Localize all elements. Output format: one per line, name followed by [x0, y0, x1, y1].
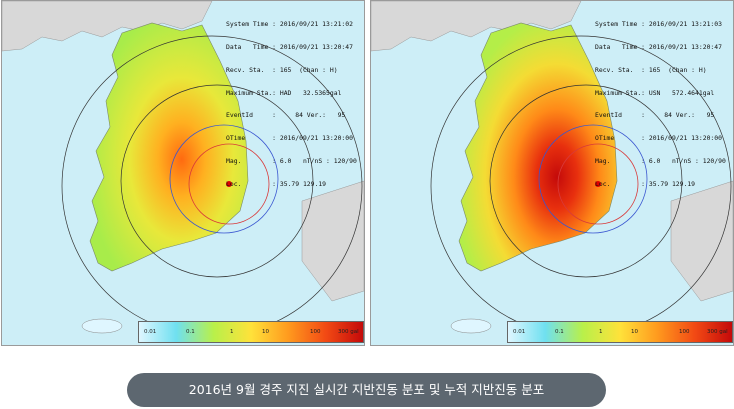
info-line: Recv. Sta. : 165 (Chan : H) [226, 65, 338, 74]
info-line: System Time : 2016/09/21 13:21:02 [226, 20, 353, 29]
south-korea-land [458, 22, 618, 272]
south-korea-land [89, 22, 249, 272]
info-line: Mag. : 6.0 nT/nS : 120/90 [226, 156, 357, 165]
info-line: Mag. : 6.0 nT/nS : 120/90 [595, 156, 726, 165]
intensity-legend: 0.01 0.1 1 10 100 300 gal [507, 321, 733, 345]
korea-map [2, 1, 364, 337]
epicenter-marker [226, 181, 232, 187]
legend-label: 0.1 [186, 329, 195, 335]
legend-label: 0.1 [555, 329, 564, 335]
info-line: Loc. : 35.79 129.19 [595, 179, 696, 188]
legend-label: 0.01 [144, 329, 157, 335]
info-line: OTime : 2016/09/21 13:20:00 [226, 134, 353, 143]
north-landmass [2, 1, 213, 52]
epicenter-marker [595, 181, 601, 187]
japan-landmass [670, 180, 733, 302]
info-line: EventId : 84 Ver.: 95 [226, 111, 346, 120]
legend-label: 100 [679, 329, 690, 335]
jeju-island [450, 318, 492, 334]
info-line: Loc. : 35.79 129.19 [226, 179, 327, 188]
japan-landmass [301, 180, 364, 302]
radius-circle-small [188, 143, 270, 225]
radius-circle-large [120, 84, 314, 278]
event-info: System Time : 2016/09/21 13:21:03 Data T… [595, 6, 726, 203]
intensity-legend: 0.01 0.1 1 10 100 300 gal [138, 321, 364, 345]
info-line: Recv. Sta. : 165 (Chan : H) [595, 65, 707, 74]
info-line: System Time : 2016/09/21 13:21:03 [595, 20, 722, 29]
legend-label: 10 [262, 329, 269, 335]
legend-label: 1 [599, 329, 603, 335]
info-line: Maximum Sta.: HAD 32.5365gal [226, 88, 342, 97]
radius-circle-small [557, 143, 639, 225]
legend-label: 10 [631, 329, 638, 335]
legend-color-bar [138, 321, 364, 343]
korea-map [371, 1, 733, 337]
north-landmass [371, 1, 582, 52]
jeju-island [81, 318, 123, 334]
radius-circle-large [489, 84, 683, 278]
legend-label: 100 [310, 329, 321, 335]
info-line: OTime : 2016/09/21 13:20:00 [595, 134, 722, 143]
radius-circle-medium [538, 124, 648, 234]
info-line: Maximum Sta.: USN 572.4641gal [595, 88, 715, 97]
radius-circle-medium [169, 124, 279, 234]
legend-color-bar [507, 321, 733, 343]
figure-caption: 2016년 9월 경주 지진 실시간 지반진동 분포 및 누적 지반진동 분포 [127, 373, 606, 407]
info-line: Data Time : 2016/09/21 13:20:47 [595, 42, 722, 51]
event-info: System Time : 2016/09/21 13:21:02 Data T… [226, 6, 357, 203]
legend-label: 300 gal [338, 329, 359, 335]
info-line: Data Time : 2016/09/21 13:20:47 [226, 42, 353, 51]
cumulative-map-panel: System Time : 2016/09/21 13:21:03 Data T… [370, 0, 734, 346]
legend-label: 0.01 [513, 329, 526, 335]
info-line: EventId : 84 Ver.: 95 [595, 111, 715, 120]
legend-label: 1 [230, 329, 234, 335]
realtime-map-panel: System Time : 2016/09/21 13:21:02 Data T… [1, 0, 365, 346]
legend-label: 300 gal [707, 329, 728, 335]
